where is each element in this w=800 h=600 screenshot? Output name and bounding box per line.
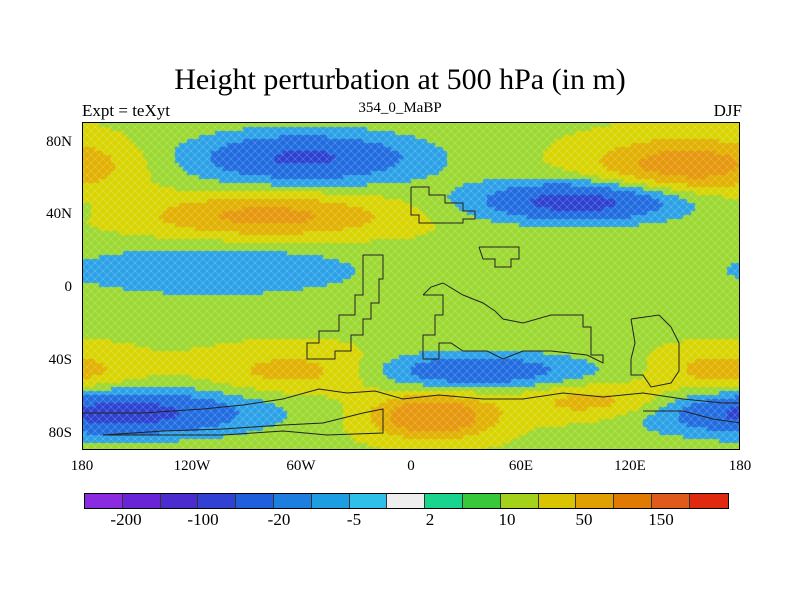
- colorbar-cell: [122, 494, 161, 508]
- colorbar-label: 150: [648, 510, 674, 529]
- colorbar-label: -20: [267, 510, 291, 529]
- colorbar-cell: [236, 494, 274, 508]
- colorbar-label: 50: [575, 510, 593, 529]
- y-tick-label: 0: [64, 279, 73, 295]
- south-pacific-land-outline: [643, 410, 739, 424]
- colorbar-cell: [651, 494, 690, 508]
- plot-title: Height perturbation at 500 hPa (in m): [174, 63, 626, 96]
- y-tick-label: 40N: [46, 206, 72, 222]
- map-plot-area[interactable]: [82, 122, 740, 450]
- y-tick-label: 80S: [48, 425, 72, 441]
- y-tick-label: 40S: [48, 352, 72, 368]
- colorbar-cell: [387, 494, 426, 508]
- colorbar-label: 2: [425, 510, 435, 529]
- colorbar-cell: [349, 494, 388, 508]
- x-tick-label: 60E: [508, 458, 534, 474]
- arabia-outline: [478, 246, 520, 268]
- x-tick-label: 120W: [173, 458, 211, 474]
- colorbar-cell: [538, 494, 577, 508]
- x-tick-label: 180: [70, 458, 94, 474]
- colorbar-cell: [500, 494, 539, 508]
- colorbar: [84, 493, 729, 509]
- x-tick-label: 120E: [614, 458, 646, 474]
- colorbar-cell: [198, 494, 237, 508]
- colorbar-cell: [425, 494, 463, 508]
- antarctic-edge-outline: [83, 388, 739, 414]
- australia-outline: [630, 314, 680, 388]
- colorbar-label: 10: [498, 510, 516, 529]
- north-africa-europe-outline: [410, 186, 476, 224]
- colorbar-cell: [273, 494, 312, 508]
- colorbar-cell: [462, 494, 501, 508]
- continent-outlines: [83, 186, 739, 436]
- period-label: 354_0_MaBP: [358, 100, 442, 116]
- season-label: DJF: [713, 101, 742, 120]
- x-tick-label: 0: [407, 458, 415, 474]
- colorbar-label: -5: [346, 510, 362, 529]
- colorbar-cell: [689, 494, 728, 508]
- south-america-outline: [306, 254, 384, 360]
- colorbar-label: -200: [110, 510, 142, 529]
- colorbar-cell: [614, 494, 652, 508]
- y-tick-label: 80N: [46, 134, 72, 150]
- colorbar-cell: [85, 494, 123, 508]
- africa-indian-ocean-outline: [422, 282, 604, 364]
- colorbar-cell: [160, 494, 199, 508]
- experiment-label: Expt = teXyt: [82, 101, 170, 120]
- x-tick-label: 180: [728, 458, 752, 474]
- x-tick-label: 60W: [286, 458, 316, 474]
- colorbar-cell: [311, 494, 350, 508]
- colorbar-label: -100: [187, 510, 219, 529]
- antarctic-interior-outline: [102, 408, 384, 436]
- colorbar-cell: [576, 494, 615, 508]
